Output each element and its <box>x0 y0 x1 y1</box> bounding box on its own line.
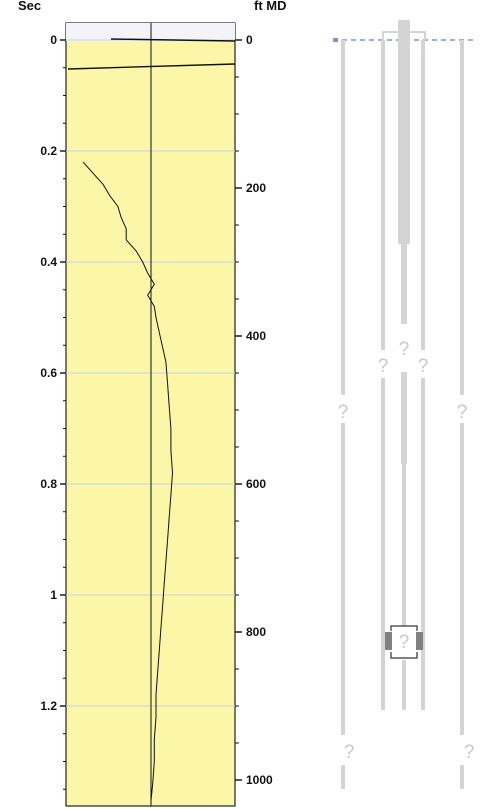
water-level-marker <box>333 38 338 42</box>
velocity-curve <box>82 161 174 801</box>
right-tick-label: 0 <box>246 33 253 47</box>
right-tick-label: 400 <box>246 329 266 343</box>
left-tick-label: 0.8 <box>40 477 57 491</box>
unknown-marker: ? <box>338 402 349 423</box>
packer-bracket-bottom <box>390 652 418 659</box>
inner-casing-left-lower <box>381 378 385 710</box>
log-track <box>65 22 236 807</box>
inner-casing-left <box>381 40 385 350</box>
unknown-marker: ? <box>344 742 355 763</box>
outer-casing-right-lower <box>460 423 464 735</box>
inner-casing-right-lower <box>421 378 425 710</box>
packer-left <box>385 632 392 650</box>
outer-casing-right <box>460 40 464 395</box>
left-tick-label: 1.2 <box>40 699 57 713</box>
unknown-marker: ? <box>378 356 389 377</box>
right-tick-label: 600 <box>246 477 266 491</box>
left-tick-label: 0.2 <box>40 144 57 158</box>
tubing-mid <box>401 372 407 464</box>
tubing-bottom <box>402 464 406 626</box>
right-tick-label: 800 <box>246 625 266 639</box>
surface-pick-line <box>67 63 236 70</box>
outer-casing-left-tail <box>341 765 345 789</box>
left-tick-label: 0 <box>50 33 57 47</box>
right-tick-label: 1000 <box>246 773 273 787</box>
tubing-tail <box>402 660 406 710</box>
left-tick-label: 0.4 <box>40 255 57 269</box>
left-tick-label: 1 <box>50 588 57 602</box>
packer-right <box>416 632 423 650</box>
tubing-upper <box>398 34 410 244</box>
unknown-marker: ? <box>418 356 429 377</box>
outer-casing-left-lower <box>341 423 345 735</box>
unknown-marker: ? <box>457 402 468 423</box>
outer-casing-left <box>341 40 345 395</box>
tubing-lower <box>401 244 407 324</box>
right-tick-label: 200 <box>246 181 266 195</box>
wellhead-cap <box>398 20 410 34</box>
outer-casing-right-tail <box>460 765 464 789</box>
well-schematic: ? ? ? ? ? ? ? ? <box>333 20 476 789</box>
inner-casing-right <box>421 40 425 350</box>
left-tick-label: 0.6 <box>40 366 57 380</box>
right-axis-label: ft MD <box>254 0 287 13</box>
left-axis: 0 0.2 0.4 0.6 0.8 1 1.2 <box>40 33 66 790</box>
left-axis-label: Sec <box>18 0 41 13</box>
unknown-marker: ? <box>399 339 410 360</box>
unknown-marker: ? <box>464 742 475 763</box>
first-break-line <box>110 38 236 42</box>
right-axis: 0 200 400 600 800 1000 <box>235 33 273 787</box>
unknown-marker: ? <box>399 632 410 653</box>
packer-bracket-top <box>390 625 418 631</box>
